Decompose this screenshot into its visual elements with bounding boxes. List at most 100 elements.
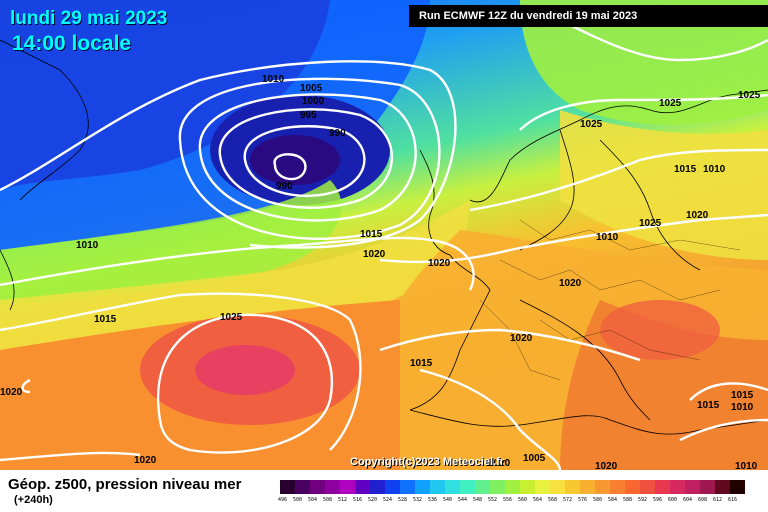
scale-swatch: 560 [518,480,535,503]
scale-tick-label: 508 [323,497,333,503]
scale-tick-label: 532 [413,497,423,503]
scale-tick-label: 612 [713,497,723,503]
isobar-label: 1015 [360,229,383,240]
scale-swatch: 600 [668,480,685,503]
isobar-label: 1020 [134,455,157,466]
scale-tick-label: 584 [608,497,618,503]
scale-swatch: 536 [428,480,445,503]
isobar-1015-europe [469,148,768,212]
isobar-label: 1010 [703,164,726,175]
map-canvas: 1010 1005 1000 995 990 990 1010 1015 102… [0,0,768,470]
isobar-label: 1020 [363,249,386,260]
scale-tick-label: 608 [698,497,708,503]
scale-tick-label: 588 [623,497,633,503]
scale-tick-label: 548 [473,497,483,503]
isobar-1020-south-europe [379,328,641,362]
scale-swatch: 608 [698,480,715,503]
isobar-1015-east [689,382,768,401]
scale-tick-label: 552 [488,497,498,503]
scale-swatch: 584 [608,480,625,503]
scale-swatch: 540 [443,480,460,503]
scale-tick-label: 524 [383,497,393,503]
forecast-local-time: 14:00 locale [12,32,132,55]
scale-tick-label: 528 [398,497,408,503]
isobar-label: 1010 [76,240,99,251]
isobar-label: 1015 [410,358,433,369]
isobar-1005 [178,77,441,240]
scale-swatch: 548 [473,480,490,503]
isobar-1015-north [0,236,475,291]
scale-tick-label: 504 [308,497,318,503]
scale-tick-label: 576 [578,497,588,503]
isobar-label: 1020 [686,210,709,221]
isobar-label: 1025 [738,90,761,101]
isobar-label: 990 [276,181,293,192]
scale-swatch: 564 [533,480,550,503]
isobar-1010-east [679,418,768,442]
scale-swatch: 496 [278,480,295,503]
high-core [195,345,295,395]
scale-tick-label: 580 [593,497,603,503]
scale-tick-label: 616 [728,497,738,503]
scale-tick-label: 596 [653,497,663,503]
isobar-label: 1025 [639,218,662,229]
isobar-995 [218,108,394,209]
scale-swatch: 576 [578,480,595,503]
scale-swatch: 528 [398,480,415,503]
isobar-label: 1025 [659,98,682,109]
isobar-label: 1010 [735,461,758,470]
isobar-label: 1005 [523,453,546,464]
europe-yellow-zone [560,110,768,260]
isobar-label: 1020 [488,458,511,469]
isobar-label: 995 [300,110,317,121]
scale-tick-label: 500 [293,497,303,503]
scale-swatch: 580 [593,480,610,503]
coastlines [0,39,768,435]
scale-tick-label: 516 [353,497,363,503]
scale-tick-label: 544 [458,497,468,503]
run-info-banner: Run ECMWF 12Z du vendredi 19 mai 2023 [409,5,768,27]
isobar-1020-south [0,451,141,462]
isobar-label: 1020 [595,461,618,470]
scale-swatch: 556 [503,480,520,503]
isobar-label: 1015 [674,164,697,175]
isobar-label: 1010 [731,402,754,413]
scale-tick-label: 560 [518,497,528,503]
isobar-label: 1015 [731,390,754,401]
isobar-label: 1015 [94,314,117,325]
scale-swatch: 512 [338,480,355,503]
scale-tick-label: 512 [338,497,348,503]
scale-tick-label: 600 [668,497,678,503]
isobar-1025-nordic [559,18,768,62]
color-scale: 496 500 504 508 512 516 520 524 528 532 536 540 544 5… [278,480,745,503]
scale-swatch: 524 [383,480,400,503]
scale-swatch: 572 [563,480,580,503]
scale-tick-label: 568 [548,497,558,503]
isobar-1015-south [0,292,362,451]
isobar-label: 1000 [302,96,325,107]
scale-swatch: 520 [368,480,385,503]
isobar-labels: 1010 1005 1000 995 990 990 1010 1015 102… [0,74,761,470]
scale-swatch: 612 [713,480,730,503]
balkan-high-zone [600,300,720,360]
scale-tick-label: 572 [563,497,573,503]
isobar-1000 [198,93,417,222]
isobar-label: 1015 [697,400,720,411]
country-borders [479,219,741,381]
scale-swatch: 532 [413,480,430,503]
isobar-1025 [156,313,334,454]
scale-swatch: 504 [308,480,325,503]
weather-map: 1010 1005 1000 995 990 990 1010 1015 102… [0,0,768,470]
isobar-1025-north [519,93,768,131]
scale-swatch: 604 [683,480,700,503]
isobar-label: 990 [329,128,346,139]
scale-swatch: 552 [488,480,505,503]
scale-tick-label: 592 [638,497,648,503]
isobar-label: 1020 [428,258,451,269]
scale-swatch: 568 [548,480,565,503]
isobar-label: 1020 [0,387,23,398]
depression-core [250,135,340,185]
isobar-1015-iberia [419,368,562,470]
forecast-lead-time: (+240h) [14,494,53,506]
scale-swatch: 588 [623,480,640,503]
